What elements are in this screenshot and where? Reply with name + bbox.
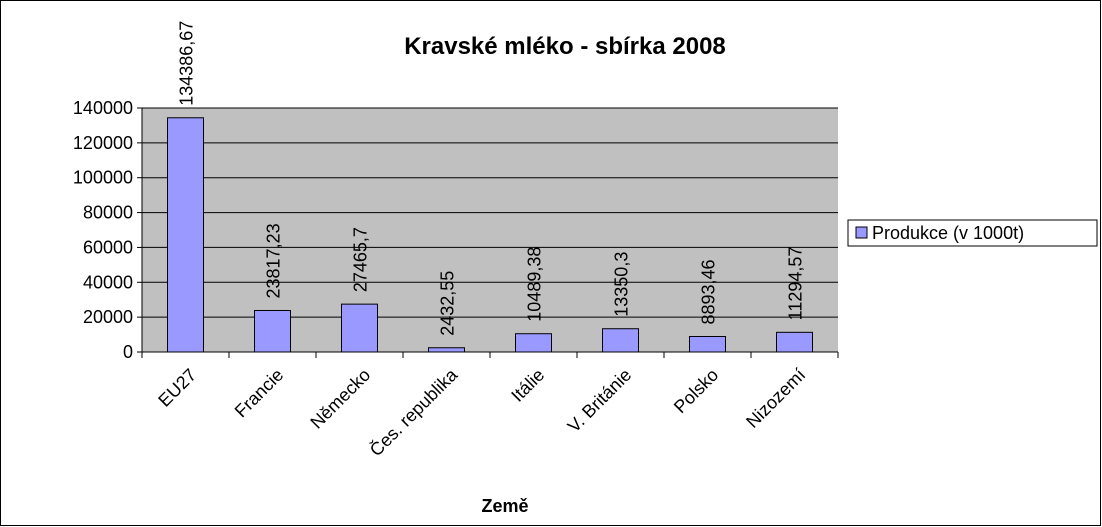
- bar: [776, 331, 813, 353]
- bar: [602, 328, 639, 353]
- data-label: 8893,46: [699, 259, 719, 324]
- bar: [515, 333, 552, 353]
- legend-box: [847, 219, 1098, 247]
- plot-area: [142, 108, 838, 352]
- y-tick-label: 100000: [73, 168, 133, 188]
- legend: Produkce (v 1000t): [847, 219, 1098, 247]
- bar: [428, 347, 465, 353]
- bar: [254, 309, 291, 353]
- legend-swatch: [855, 226, 868, 239]
- bar: [341, 303, 378, 353]
- x-axis-label: Země: [481, 496, 528, 516]
- data-label: 11294,57: [786, 247, 806, 321]
- y-tick-label: 140000: [73, 98, 133, 118]
- y-tick-label: 80000: [83, 203, 133, 223]
- data-label: 2432,55: [438, 271, 458, 336]
- legend-label: Produkce (v 1000t): [872, 223, 1024, 243]
- data-label: 23817,23: [264, 223, 284, 298]
- data-label: 10489,38: [525, 247, 545, 322]
- bar: [689, 335, 726, 353]
- y-tick-label: 0: [123, 342, 133, 362]
- y-tick-label: 120000: [73, 133, 133, 153]
- data-label: 134386,67: [177, 21, 197, 106]
- data-label: 27465,7: [351, 227, 371, 292]
- chart-title: Kravské mléko - sbírka 2008: [404, 33, 726, 60]
- y-tick-label: 20000: [83, 307, 133, 327]
- bar: [167, 117, 204, 353]
- y-tick-label: 60000: [83, 237, 133, 257]
- y-tick-label: 40000: [83, 272, 133, 292]
- data-label: 13350,3: [612, 252, 632, 317]
